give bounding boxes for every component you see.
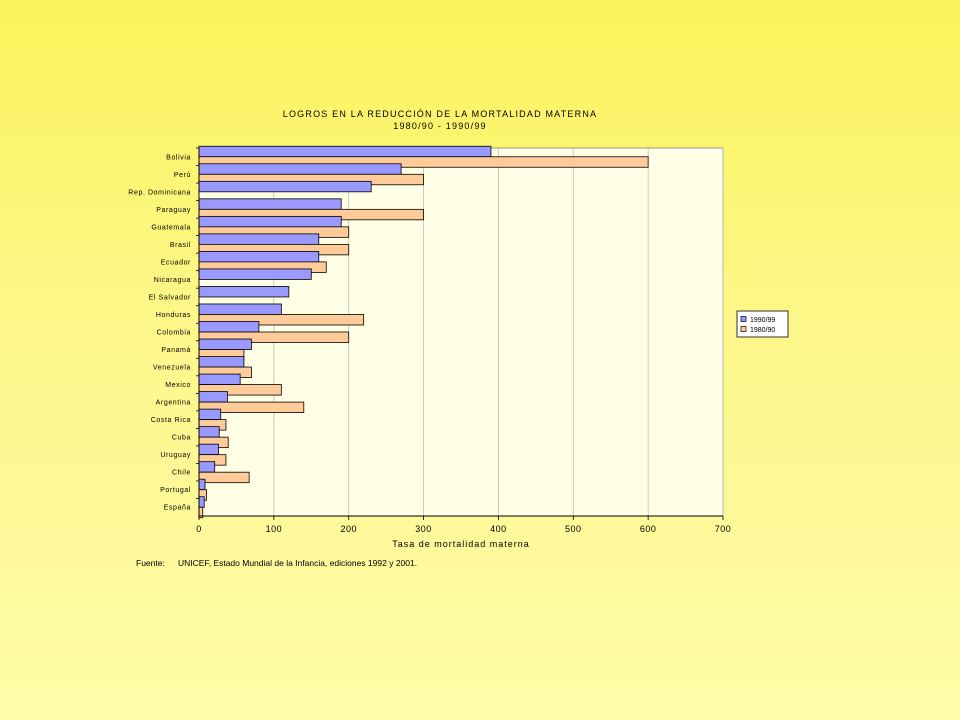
x-tick-label: 600: [640, 524, 657, 534]
category-label: Portugal: [160, 487, 191, 494]
bar-series1: [198, 303, 282, 315]
category-label: Perú: [174, 172, 191, 179]
bar-series1: [198, 251, 320, 263]
x-tick-label: 100: [266, 524, 283, 534]
legend-label: 1980/90: [750, 327, 775, 334]
category-label: Chile: [172, 470, 191, 477]
bar-series1: [198, 286, 290, 298]
category-label: Rep. Dominicana: [128, 189, 191, 196]
bar-series1: [198, 373, 241, 385]
category-label: Colombia: [157, 330, 191, 337]
category-label: Cuba: [172, 435, 191, 442]
x-tick-label: 700: [715, 524, 732, 534]
category-label: España: [164, 505, 191, 512]
x-tick-label: 0: [196, 524, 202, 534]
category-label: El Salvador: [149, 294, 191, 301]
chart-subtitle: 1980/90 - 1990/99: [393, 121, 487, 131]
bar-series1: [198, 215, 342, 228]
category-label: Bolivia: [166, 154, 191, 161]
category-label: Panamá: [161, 347, 191, 354]
category-label: Honduras: [156, 312, 191, 319]
category-label: Mexico: [165, 382, 191, 389]
bar-series1: [198, 233, 320, 245]
category-label: Paraguay: [156, 207, 191, 214]
source-label: Fuente:: [136, 558, 165, 568]
source-text: UNICEF, Estado Mundial de la Infancia, e…: [178, 558, 418, 568]
category-label: Argentina: [156, 400, 191, 407]
bar-series1: [198, 180, 372, 193]
bar-series1: [198, 338, 252, 350]
category-label: Ecuador: [161, 259, 191, 266]
bar-series1: [198, 461, 216, 473]
bar-series1: [198, 391, 228, 403]
bar-series1: [198, 443, 219, 456]
category-label: Nicaragua: [154, 277, 191, 284]
category-label: Venezuela: [153, 365, 191, 372]
x-tick-label: 200: [340, 524, 357, 534]
bar-series1: [198, 145, 492, 158]
x-axis-title: Tasa de mortalidad materna: [392, 539, 530, 549]
bar-series1: [198, 478, 206, 491]
bar-series1: [198, 198, 342, 210]
category-label: Guatemala: [151, 224, 191, 231]
bar-series1: [198, 356, 245, 368]
legend-box: [736, 310, 789, 338]
x-tick-label: 500: [565, 524, 582, 534]
bar-series1: [198, 496, 205, 508]
legend-swatch: [740, 326, 747, 332]
bar-series1: [198, 321, 260, 333]
category-label: Brasil: [170, 242, 191, 249]
category-label: Uruguay: [160, 452, 191, 459]
bar-series1: [198, 408, 222, 421]
legend-swatch: [740, 316, 747, 322]
bar-series1: [198, 426, 220, 438]
x-tick-label: 300: [415, 524, 432, 534]
bar-series1: [198, 268, 312, 280]
legend-label: 1990/99: [750, 317, 775, 324]
x-tick-label: 400: [490, 524, 507, 534]
category-label: Costa Rica: [151, 417, 191, 424]
chart-title: LOGROS EN LA REDUCCIÓN DE LA MORTALIDAD …: [282, 109, 598, 119]
bar-series1: [198, 163, 402, 175]
bar-series2: [198, 471, 250, 484]
